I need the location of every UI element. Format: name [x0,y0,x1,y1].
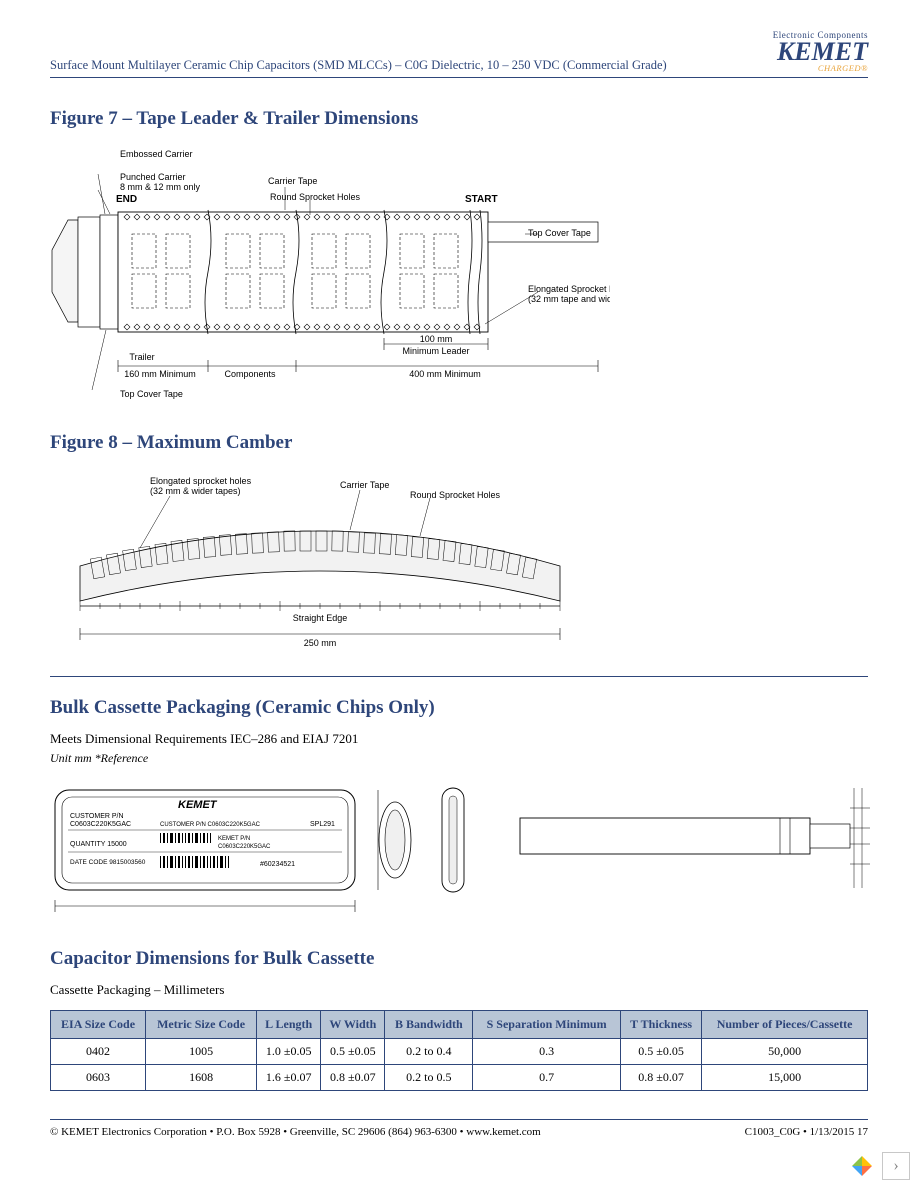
figure8-diagram: Elongated sprocket holes (32 mm & wider … [50,466,868,646]
nav-next-button[interactable]: › [882,1152,910,1180]
f7-minleader: Minimum Leader [402,346,469,356]
logo-block: Electronic Components KEMET CHARGED® [773,30,868,73]
bulk-custval: C0603C220K5GAC [70,821,131,828]
f7-elong1: Elongated Sprocket Holes [528,284,610,294]
figure7-title: Figure 7 – Tape Leader & Trailer Dimensi… [50,108,868,130]
f7-400: 400 mm Minimum [409,369,481,379]
bulk-sub: Meets Dimensional Requirements IEC–286 a… [50,731,868,747]
f8-250: 250 mm [304,638,337,646]
bulk-note: Unit mm *Reference [50,751,868,766]
footer-left: © KEMET Electronics Corporation • P.O. B… [50,1126,541,1138]
logo-main: KEMET [773,40,868,63]
f7-start: START [465,194,498,205]
bulk-qty: QUANTITY 15000 [70,841,127,848]
col-length: L Length [257,1011,321,1039]
doc-title: Surface Mount Multilayer Ceramic Chip Ca… [50,58,667,73]
f8-round: Round Sprocket Holes [410,490,501,500]
f7-topcover-r: Top Cover Tape [528,228,591,238]
bulk-diagram: KEMET CUSTOMER P/N C0603C220K5GAC CUSTOM… [50,778,868,918]
f7-trailer2: 160 mm Minimum [124,369,196,379]
figure7-diagram: Embossed Carrier Punched Carrier 8 mm & … [50,142,868,402]
col-pieces: Number of Pieces/Cassette [702,1011,868,1039]
page-header: Surface Mount Multilayer Ceramic Chip Ca… [50,30,868,78]
dims-title: Capacitor Dimensions for Bulk Cassette [50,948,868,970]
col-metric: Metric Size Code [146,1011,257,1039]
bulk-kval: C0603C220K5GAC [218,844,271,850]
f7-elong2: (32 mm tape and wider) [528,294,610,304]
f7-punched2: 8 mm & 12 mm only [120,182,201,192]
col-eia: EIA Size Code [51,1011,146,1039]
f8-straight: Straight Edge [293,613,348,623]
f7-punched1: Punched Carrier [120,172,186,182]
figure8-title: Figure 8 – Maximum Camber [50,432,868,454]
bulk-brand: KEMET [178,799,218,811]
col-sep: S Separation Minimum [473,1011,621,1039]
nav-widget: › [848,1152,910,1180]
col-thick: T Thickness [620,1011,701,1039]
f7-round: Round Sprocket Holes [270,192,361,202]
table-row: 0603 1608 1.6 ±0.07 0.8 ±0.07 0.2 to 0.5… [51,1065,868,1091]
divider [50,676,868,677]
f7-100: 100 mm [420,334,453,344]
f7-carrier: Carrier Tape [268,176,317,186]
f7-topcover-l: Top Cover Tape [120,389,183,399]
f7-embossed: Embossed Carrier [120,149,193,159]
chevron-right-icon: › [893,1157,898,1175]
bulk-spl: SPL291 [310,821,335,828]
col-band: B Bandwidth [385,1011,473,1039]
bulk-lot: #60234521 [260,861,295,868]
table-row: 0402 1005 1.0 ±0.05 0.5 ±0.05 0.2 to 0.4… [51,1039,868,1065]
f8-elong2: (32 mm & wider tapes) [150,486,241,496]
f7-trailer1: Trailer [129,352,154,362]
dims-table: EIA Size Code Metric Size Code L Length … [50,1010,868,1091]
f8-carrier: Carrier Tape [340,480,389,490]
footer-right: C1003_C0G • 1/13/2015 17 [745,1126,868,1138]
nav-logo-icon [848,1152,876,1180]
bulk-datecode: DATE CODE 9815003560 [70,859,146,866]
f7-end: END [116,194,137,205]
f8-elong1: Elongated sprocket holes [150,476,252,486]
page-footer: © KEMET Electronics Corporation • P.O. B… [50,1119,868,1138]
dims-sub: Cassette Packaging – Millimeters [50,982,868,998]
bulk-title: Bulk Cassette Packaging (Ceramic Chips O… [50,697,868,719]
bulk-custpn: CUSTOMER P/N [70,813,124,820]
bulk-custline: CUSTOMER P/N C0603C220K5GAC [160,822,261,828]
bulk-kpn: KEMET P/N [218,836,250,842]
f7-comp: Components [224,369,276,379]
col-width: W Width [321,1011,385,1039]
